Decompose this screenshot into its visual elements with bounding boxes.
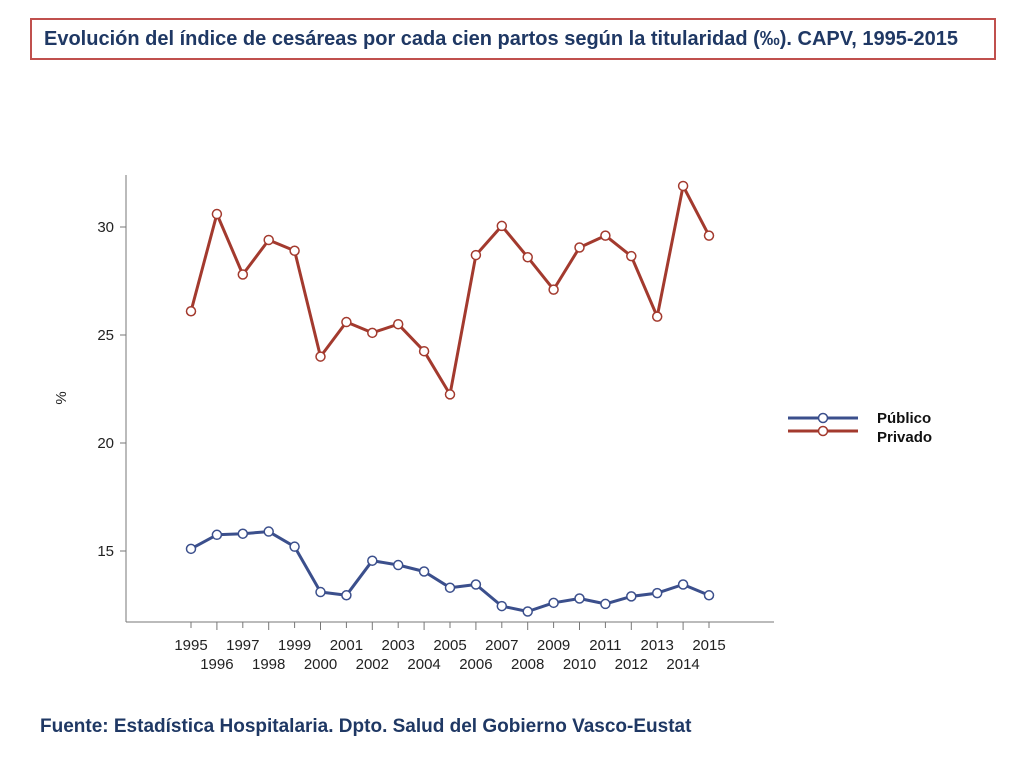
data-point-publico <box>263 526 274 537</box>
data-point-privado <box>548 284 559 295</box>
x-tick-label: 1996 <box>200 656 233 673</box>
x-tick-label: 1999 <box>278 637 311 654</box>
x-tick-label: 2013 <box>641 637 674 654</box>
x-tick-label: 2015 <box>692 637 725 654</box>
data-point-publico <box>522 606 533 617</box>
data-point-publico <box>418 566 430 577</box>
data-point-publico <box>185 543 197 555</box>
data-point-publico <box>600 598 611 610</box>
x-tick-label: 1998 <box>252 656 285 673</box>
y-tick-label: 30 <box>97 219 114 236</box>
data-point-privado <box>263 234 274 246</box>
data-point-publico <box>211 529 223 541</box>
x-tick-label: 1997 <box>226 637 259 654</box>
data-point-privado <box>522 251 533 263</box>
x-tick-label: 2012 <box>615 656 648 673</box>
data-point-privado <box>496 220 508 232</box>
data-point-privado <box>626 250 637 262</box>
data-point-privado <box>341 316 352 328</box>
data-point-privado <box>677 180 689 192</box>
data-point-privado <box>237 269 249 280</box>
data-point-publico <box>315 586 326 598</box>
x-tick-label: 2009 <box>537 637 570 654</box>
x-tick-label: 2014 <box>666 656 699 673</box>
data-point-privado <box>392 318 404 330</box>
data-point-privado <box>418 345 430 357</box>
x-tick-label: 2007 <box>485 637 518 654</box>
x-tick-label: 2003 <box>382 637 415 654</box>
data-point-privado <box>651 311 663 322</box>
data-point-privado <box>574 242 585 253</box>
data-point-publico <box>470 579 482 590</box>
data-point-publico <box>341 590 352 601</box>
data-point-publico <box>392 559 404 571</box>
data-point-publico <box>548 597 559 609</box>
data-point-publico <box>703 590 715 601</box>
data-point-publico <box>677 579 689 590</box>
x-tick-label: 2005 <box>433 637 466 654</box>
source-note: Fuente: Estadística Hospitalaria. Dpto. … <box>40 716 692 737</box>
legend-marker-privado <box>817 425 829 437</box>
data-point-publico <box>496 600 508 612</box>
data-point-privado <box>289 245 300 257</box>
x-tick-label: 2011 <box>589 637 621 654</box>
title-box: Evolución del índice de cesáreas por cad… <box>30 18 996 60</box>
series-line-privado <box>189 184 711 396</box>
chart-title: Evolución del índice de cesáreas por cad… <box>44 27 959 50</box>
x-tick-label: 2001 <box>330 637 363 654</box>
x-tick-label: 2008 <box>511 656 544 673</box>
legend-label-privado: Privado <box>877 429 932 446</box>
data-point-privado <box>470 249 482 261</box>
data-point-publico <box>651 587 663 599</box>
x-tick-label: 2004 <box>407 656 440 673</box>
data-point-publico <box>289 541 300 552</box>
x-tick-label: 2006 <box>459 656 492 673</box>
data-point-privado <box>444 389 456 400</box>
data-point-privado <box>703 230 715 241</box>
y-axis-label: % <box>53 391 70 404</box>
x-tick-label: 2000 <box>304 656 337 673</box>
data-point-publico <box>626 591 637 602</box>
x-tick-label: 2002 <box>356 656 389 673</box>
data-point-publico <box>574 593 585 604</box>
x-tick-label: 2010 <box>563 656 596 673</box>
data-point-privado <box>367 327 378 339</box>
data-point-publico <box>444 582 456 593</box>
legend-marker-publico <box>817 412 829 424</box>
legend-label-publico: Público <box>877 410 931 427</box>
y-tick-label: 25 <box>97 327 114 344</box>
data-point-publico <box>367 555 378 566</box>
y-tick-label: 15 <box>97 543 114 560</box>
y-tick-label: 20 <box>97 435 114 452</box>
data-point-privado <box>211 208 223 220</box>
data-point-privado <box>185 305 197 317</box>
x-tick-label: 1995 <box>174 637 207 654</box>
data-point-privado <box>315 351 326 362</box>
data-point-privado <box>600 230 611 241</box>
data-point-publico <box>237 528 249 539</box>
